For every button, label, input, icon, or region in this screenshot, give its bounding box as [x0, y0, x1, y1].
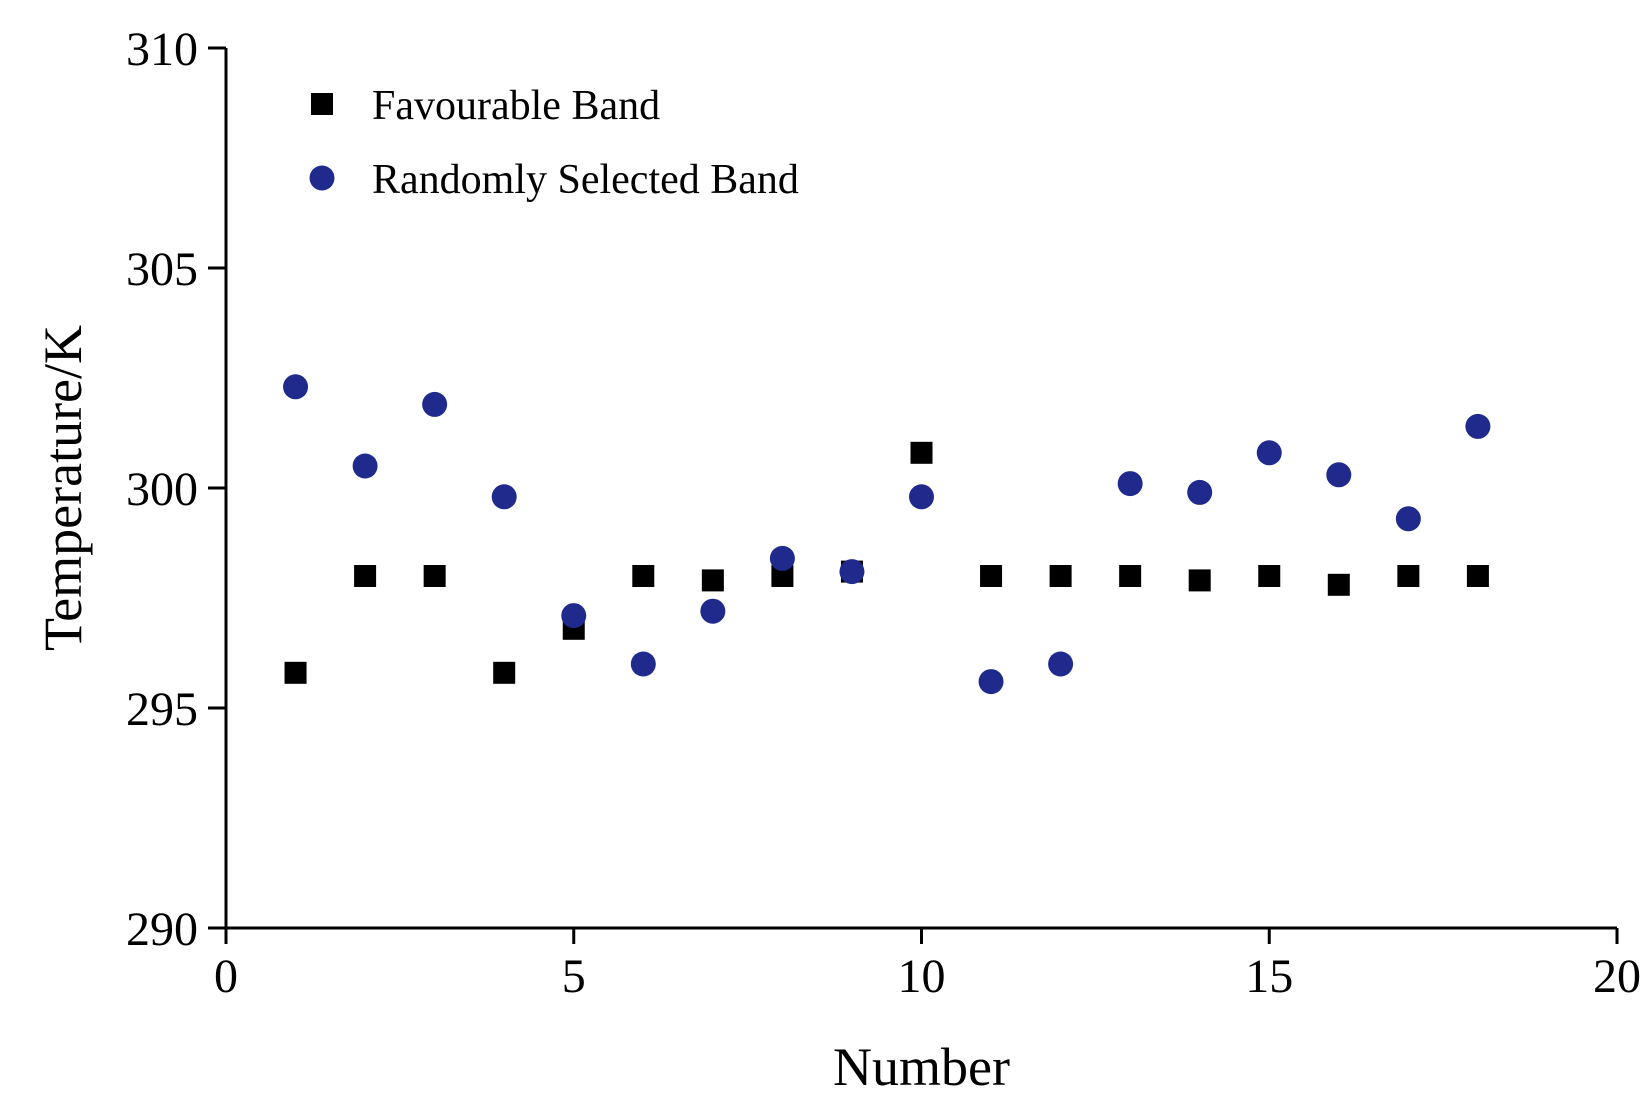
square-point — [632, 565, 655, 587]
square-point — [1466, 565, 1489, 587]
square-point — [1258, 565, 1281, 587]
axes: 0 5 10 15 20 290 295 300 305 310 — [126, 23, 1641, 1003]
circle-point — [630, 651, 656, 677]
legend-item: Favourable Band — [311, 83, 660, 129]
square-point — [423, 565, 446, 587]
y-tick-label: 305 — [126, 243, 198, 296]
x-tick-label: 20 — [1593, 950, 1641, 1003]
circle-point — [561, 603, 587, 629]
circle-point — [700, 598, 726, 624]
y-tick-label: 295 — [126, 683, 198, 736]
legend: Favourable Band Randomly Selected Band — [309, 83, 799, 203]
square-point — [1397, 565, 1420, 587]
x-tick-label: 10 — [898, 950, 946, 1003]
series-1 — [284, 441, 1489, 684]
x-tick-label: 15 — [1245, 950, 1293, 1003]
square-point — [1327, 573, 1350, 596]
square-point — [980, 565, 1003, 587]
y-tick-label: 310 — [126, 23, 198, 76]
square-point — [910, 441, 933, 464]
square-point — [1119, 565, 1142, 587]
circle-point — [839, 559, 865, 585]
circle-point — [1187, 479, 1213, 505]
circle-point — [1256, 440, 1282, 466]
y-axis-title: Temperature/K — [33, 325, 93, 651]
circle-point — [1117, 471, 1143, 497]
y-tick-label: 300 — [126, 463, 198, 516]
circle-point — [769, 545, 795, 571]
circle-point — [1465, 413, 1491, 439]
data-marks — [283, 374, 1491, 695]
x-tick-label: 5 — [562, 950, 586, 1003]
square-point — [1049, 565, 1072, 587]
square-point — [493, 661, 516, 684]
x-tick-label: 0 — [214, 950, 238, 1003]
legend-item: Randomly Selected Band — [309, 157, 799, 203]
square-point — [354, 565, 377, 587]
square-point — [284, 661, 307, 684]
circle-point — [1395, 506, 1421, 532]
circle-point — [1048, 651, 1074, 677]
legend-circle-marker — [309, 165, 335, 191]
square-point — [701, 569, 724, 592]
circle-point — [352, 453, 378, 479]
circle-point — [491, 484, 517, 510]
legend-label: Randomly Selected Band — [372, 157, 799, 203]
x-axis-title: Number — [833, 1037, 1010, 1097]
circle-point — [909, 484, 934, 510]
circle-point — [978, 669, 1004, 695]
legend-square-marker — [311, 93, 333, 115]
square-point — [771, 565, 794, 587]
legend-label: Favourable Band — [372, 83, 660, 129]
circle-point — [1326, 462, 1352, 488]
circle-point — [283, 374, 309, 400]
series-2 — [283, 374, 1491, 695]
square-point — [1188, 569, 1211, 592]
y-tick-label: 290 — [126, 903, 198, 956]
circle-point — [422, 391, 448, 417]
